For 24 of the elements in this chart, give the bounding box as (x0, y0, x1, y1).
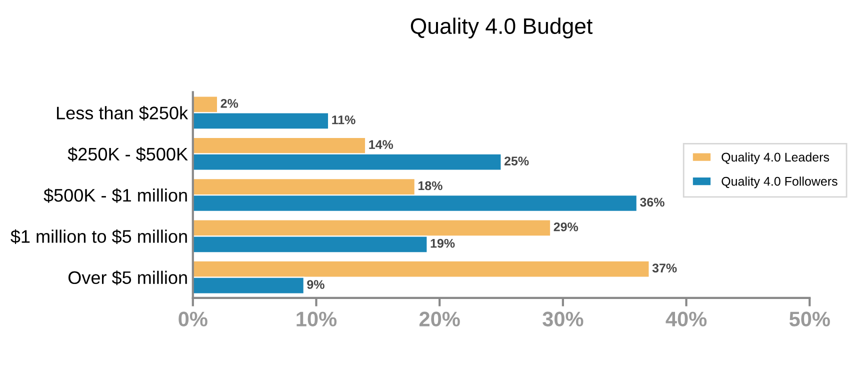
x-tick-label: 40% (666, 312, 707, 326)
data-label: 37% (652, 264, 677, 272)
data-label: 25% (504, 156, 529, 166)
legend-label: Quality 4.0 Leaders (722, 152, 830, 164)
data-label: 14% (369, 140, 394, 149)
x-tick-label: 30% (542, 312, 584, 326)
data-label: 9% (307, 280, 324, 289)
data-label: 11% (332, 115, 356, 124)
x-tick-label: 20% (419, 312, 460, 326)
x-tick-label: 50% (789, 312, 830, 326)
x-tick-label: 0% (178, 312, 208, 326)
data-label: 18% (418, 181, 442, 190)
y-tick-label: Over $5 million (68, 270, 187, 286)
legend-label: Quality 4.0 Followers (722, 176, 838, 188)
y-tick-label: $1 million to $5 million (10, 229, 187, 244)
chart-title: Quality 4.0 Budget (410, 18, 593, 38)
data-label: 19% (430, 238, 455, 248)
y-tick-label: Less than $250k (57, 106, 188, 120)
data-label: 29% (554, 222, 578, 232)
data-label: 36% (640, 198, 664, 207)
x-tick-label: 10% (296, 312, 337, 326)
y-tick-label: $250K - $500K (68, 147, 188, 162)
y-tick-label: $500K - $1 million (44, 188, 187, 203)
data-label: 2% (220, 98, 238, 108)
